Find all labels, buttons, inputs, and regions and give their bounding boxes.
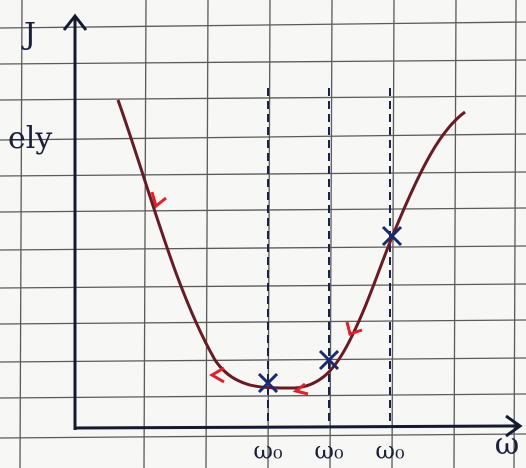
sketch: ely J ω ω₀ ω₀ ω₀: [0, 0, 526, 468]
y-axis-label: J: [21, 17, 36, 52]
x-axis-label: ω: [495, 427, 519, 462]
marker-label: ω₀: [314, 437, 343, 465]
marker-label: ω₀: [253, 437, 282, 465]
margin-text: ely: [8, 121, 52, 156]
page: ely J ω ω₀ ω₀ ω₀ (() => { const data = J…: [0, 0, 526, 468]
marker-label: ω₀: [375, 437, 404, 465]
